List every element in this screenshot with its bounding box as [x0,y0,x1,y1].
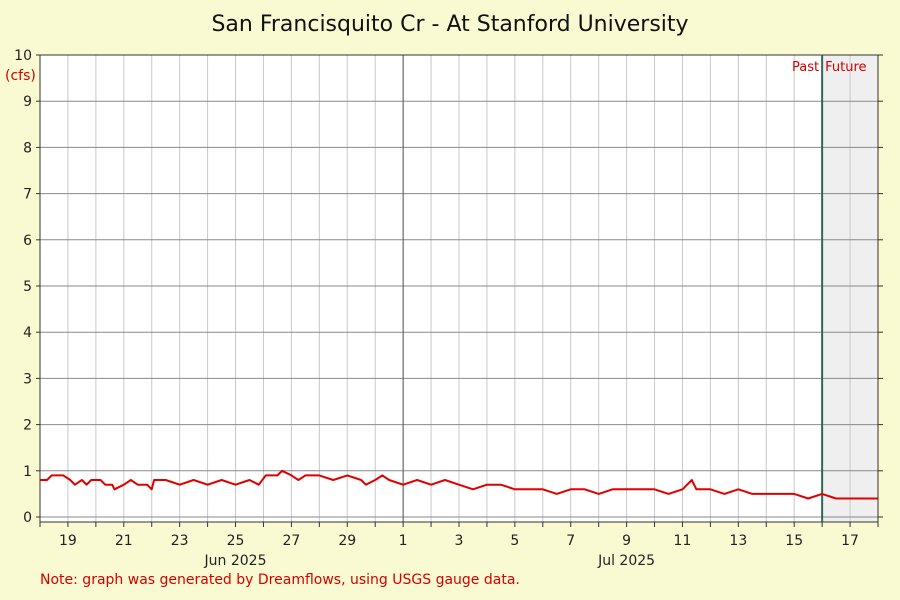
y-tick-label: 0 [23,510,32,526]
x-tick-label: 9 [622,533,631,549]
y-tick-label: 4 [23,325,32,341]
x-tick-label: 17 [841,533,859,549]
y-tick-label: 3 [23,371,32,387]
past-label: Past [792,60,819,75]
y-tick-label: 10 [14,48,32,64]
y-tick-label: 6 [23,233,32,249]
y-axis-unit: (cfs) [5,68,36,84]
x-tick-label: 23 [171,533,189,549]
y-tick-label: 1 [23,464,32,480]
future-label: Future [825,60,866,75]
y-tick-label: 8 [23,140,32,156]
y-tick-label: 9 [23,94,32,110]
x-tick-label: 27 [282,533,300,549]
x-month-label: Jul 2025 [597,553,655,569]
x-tick-label: 15 [785,533,803,549]
x-tick-label: 1 [399,533,408,549]
y-tick-label: 7 [23,187,32,203]
x-month-label: Jun 2025 [204,553,267,569]
x-tick-label: 25 [227,533,245,549]
y-tick-label: 5 [23,279,32,295]
x-tick-label: 5 [510,533,519,549]
x-tick-label: 21 [115,533,133,549]
source-note: Note: graph was generated by Dreamflows,… [40,572,520,588]
chart-title: San Francisquito Cr - At Stanford Univer… [211,12,689,37]
y-tick-label: 2 [23,418,32,434]
x-tick-label: 3 [455,533,464,549]
x-tick-label: 11 [674,533,692,549]
flow-series-line [40,469,878,500]
x-tick-label: 29 [338,533,356,549]
x-tick-label: 13 [729,533,747,549]
x-tick-label: 7 [566,533,575,549]
x-tick-label: 19 [59,533,77,549]
